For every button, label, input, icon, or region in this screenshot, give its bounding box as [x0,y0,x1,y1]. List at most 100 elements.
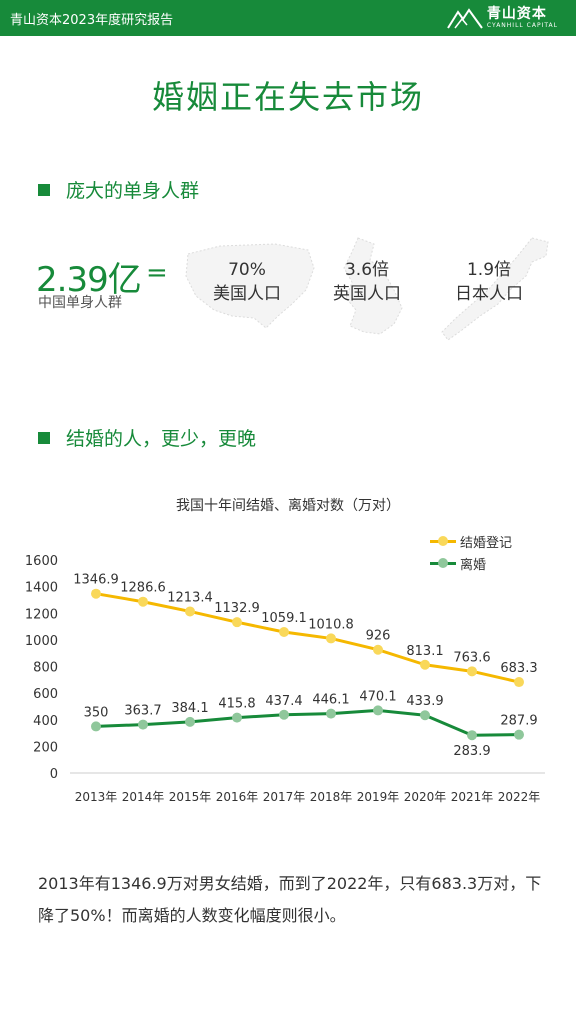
data-label: 683.3 [500,661,537,676]
japan-map-icon [441,237,549,341]
data-point [185,606,195,617]
brand-logo: 青山资本 CYANHILL CAPITAL [447,4,558,32]
y-tick-label: 0 [50,767,58,782]
y-tick-label: 1000 [25,634,58,649]
section-heading-singles: 庞大的单身人群 [38,176,199,203]
x-tick-label: 2022年 [498,790,541,804]
chart-title: 我国十年间结婚、离婚对数（万对） [176,498,400,514]
data-label: 384.1 [171,701,208,716]
data-label: 287.9 [500,714,537,729]
data-point [279,709,289,720]
mountain-logo-icon [447,8,483,29]
x-tick-label: 2015年 [169,790,212,804]
data-point [279,627,289,638]
data-label: 415.8 [218,697,255,712]
data-point [514,677,524,688]
y-tick-label: 800 [33,661,58,676]
data-label: 926 [366,629,391,644]
data-label: 1132.9 [214,601,260,616]
data-label: 470.1 [359,689,396,704]
x-tick-label: 2020年 [404,790,447,804]
page-title: 婚姻正在失去市场 [151,78,424,116]
brand-name-en: CYANHILL CAPITAL [486,22,558,29]
data-label: 1346.9 [73,573,119,588]
bullet-square-icon [38,431,50,444]
uk-map-icon [343,237,403,335]
x-tick-label: 2016年 [216,790,259,804]
data-point [232,712,242,723]
x-tick-label: 2019年 [357,790,400,804]
x-tick-label: 2021年 [451,790,494,804]
section-heading-text: 结婚的人，更少，更晚 [66,428,257,450]
country-maps-background [185,237,549,341]
data-label: 813.1 [406,644,443,659]
data-point [326,633,336,644]
marriage-divorce-line-chart: 0 200 400 600 800 1000 1200 1400 1600 2013年 2014年 2… [25,554,545,804]
data-point [467,666,477,677]
x-tick-label: 2014年 [122,790,165,804]
data-point [138,596,148,607]
data-label: 437.4 [265,694,302,709]
data-label: 1213.4 [167,590,213,605]
data-label: 763.6 [453,650,490,665]
data-point [467,730,477,741]
x-tick-label: 2018年 [310,790,353,804]
data-label: 446.1 [312,693,349,708]
data-point [420,710,430,721]
data-point [514,729,524,740]
data-point [232,617,242,628]
usa-map-icon [185,243,315,329]
chart-legend: 结婚登记 离婚 [430,530,512,574]
data-label: 1286.6 [120,581,166,596]
y-tick-label: 1200 [25,607,58,622]
data-point [91,721,101,732]
section-heading-text: 庞大的单身人群 [66,180,200,202]
equals-sign: = [146,258,168,288]
stat-japan-label: 日本人口 [455,284,523,304]
stat-usa-label: 美国人口 [213,284,281,304]
legend-swatch-marriage [430,536,456,546]
legend-item-marriage: 结婚登记 [430,530,512,552]
data-label: 350 [84,705,109,720]
stat-japan: 1.9倍 日本人口 [434,258,544,306]
report-title: 青山资本2023年度研究报告 [10,13,174,28]
data-point [373,705,383,716]
y-tick-label: 200 [33,740,58,755]
stat-uk-label: 英国人口 [333,284,401,304]
singles-count: 2.39亿 [36,260,142,300]
stat-usa-value: 70% [228,260,266,280]
y-tick-label: 1400 [25,581,58,596]
x-tick-label: 2017年 [263,790,306,804]
data-point [373,644,383,655]
brand-name-cn: 青山资本 [486,6,547,22]
y-tick-label: 1600 [25,554,58,569]
series-line-divorce [95,708,520,737]
header-bar: 青山资本2023年度研究报告 青山资本 CYANHILL CAPITAL [0,0,576,36]
stat-japan-value: 1.9倍 [466,260,512,280]
data-label: 1059.1 [261,611,307,626]
y-tick-label: 600 [33,687,58,702]
stat-usa: 70% 美国人口 [192,258,302,306]
stat-uk-value: 3.6倍 [344,260,390,280]
data-label: 363.7 [124,704,161,719]
legend-label-divorce: 离婚 [460,557,487,573]
singles-caption: 中国单身人群 [38,295,122,311]
x-tick-label: 2013年 [75,790,118,804]
data-label: 1010.8 [308,617,354,632]
section-heading-marriage: 结婚的人，更少，更晚 [38,424,256,451]
data-point [326,708,336,719]
summary-paragraph: 2013年有1346.9万对男女结婚，而到了2022年，只有683.3万对，下降… [38,874,542,925]
series-line-marriage [95,592,520,684]
data-point [138,719,148,730]
data-point [420,659,430,670]
bullet-square-icon [38,183,50,196]
legend-item-divorce: 离婚 [430,552,512,574]
stat-uk: 3.6倍 英国人口 [312,258,422,306]
legend-label-marriage: 结婚登记 [460,535,513,551]
y-tick-label: 400 [33,714,58,729]
data-label: 283.9 [453,744,490,759]
data-point [185,716,195,727]
legend-swatch-divorce [430,558,456,568]
data-label: 433.9 [406,694,443,709]
data-point [91,588,101,599]
